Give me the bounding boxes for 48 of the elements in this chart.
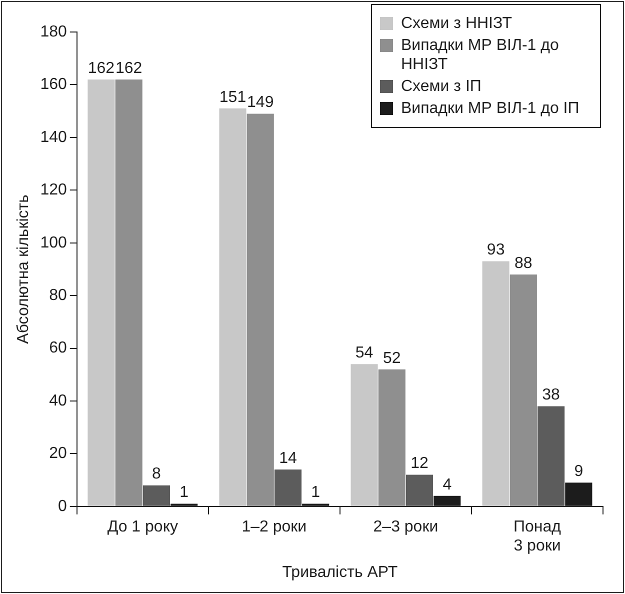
- data-label: 14: [279, 450, 297, 467]
- bar: [350, 364, 378, 506]
- data-label: 162: [115, 60, 142, 77]
- y-tick-label: 40: [49, 392, 67, 410]
- bar: [538, 406, 565, 506]
- legend-label: Випадки МР ВІЛ-1 до ІП: [401, 99, 580, 118]
- bar: [378, 369, 406, 506]
- bar: [115, 79, 142, 506]
- y-tick-label: 0: [58, 498, 67, 515]
- x-axis-title: Тривалість АРТ: [282, 564, 398, 581]
- bar: [219, 108, 246, 506]
- data-label: 12: [410, 455, 429, 472]
- y-tick-label: 60: [49, 340, 67, 357]
- data-label: 1: [180, 484, 189, 502]
- bar: [246, 114, 274, 506]
- data-label: 88: [514, 254, 532, 272]
- x-tick-label: Понад 3 роки: [514, 518, 562, 555]
- data-label: 1: [311, 484, 320, 502]
- legend-label: Випадки МР ВІЛ-1 до ННІЗТ: [401, 36, 560, 74]
- y-tick-label: 140: [40, 128, 67, 146]
- bar: [482, 261, 510, 506]
- y-tick-label: 180: [40, 23, 67, 40]
- data-label: 52: [383, 350, 401, 367]
- legend-label: Схеми з ННІЗТ: [401, 14, 512, 33]
- x-tick-label: 1–2 роки: [242, 518, 307, 536]
- bar: [88, 79, 115, 506]
- x-tick-label: До 1 року: [107, 518, 178, 536]
- y-tick-label: 160: [40, 76, 67, 94]
- data-label: 4: [442, 476, 452, 494]
- data-label: 93: [486, 242, 505, 259]
- data-label: 162: [88, 60, 115, 77]
- data-label: 54: [355, 344, 374, 362]
- legend-label: Схеми з ІП: [401, 77, 482, 96]
- data-label: 8: [152, 466, 162, 483]
- y-tick-label: 20: [49, 445, 67, 462]
- x-tick-label: 2–3 роки: [373, 518, 438, 536]
- data-label: 149: [247, 94, 274, 112]
- y-tick-label: 100: [40, 234, 67, 252]
- y-axis-title: Абсолютна кількість: [15, 194, 32, 344]
- y-tick-label: 120: [40, 182, 67, 199]
- bar: [510, 274, 537, 506]
- bar: [274, 470, 302, 506]
- bar: [142, 485, 170, 506]
- data-label: 9: [574, 463, 584, 480]
- bar: [406, 474, 434, 506]
- data-label: 38: [542, 386, 560, 404]
- y-tick-label: 80: [49, 286, 67, 304]
- data-label: 151: [219, 88, 246, 106]
